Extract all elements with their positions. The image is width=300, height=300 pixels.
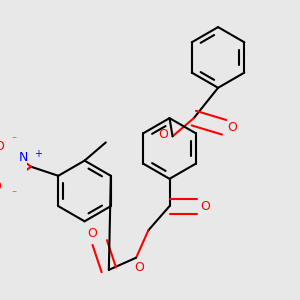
Text: O: O <box>134 261 144 274</box>
Text: O: O <box>227 121 237 134</box>
Text: O: O <box>0 180 1 193</box>
Text: ⁻: ⁻ <box>11 135 16 146</box>
Text: O: O <box>87 226 97 239</box>
Text: O: O <box>200 200 210 213</box>
Text: N: N <box>19 151 28 164</box>
Text: ⁻: ⁻ <box>11 189 16 200</box>
Text: O: O <box>0 140 4 154</box>
Text: O: O <box>158 128 168 141</box>
Text: +: + <box>34 149 42 159</box>
